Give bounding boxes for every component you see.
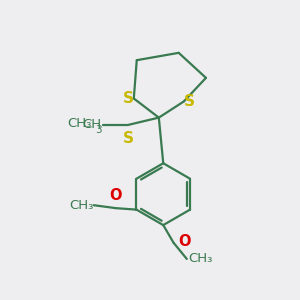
Text: CH₃: CH₃ <box>69 199 94 212</box>
Text: 3: 3 <box>95 125 101 135</box>
Text: CH₃: CH₃ <box>188 252 213 266</box>
Text: O: O <box>110 188 122 203</box>
Text: O: O <box>178 234 190 249</box>
Text: S: S <box>123 91 134 106</box>
Text: S: S <box>122 131 134 146</box>
Text: CH₃: CH₃ <box>67 117 92 130</box>
Text: CH: CH <box>82 118 101 131</box>
Text: S: S <box>184 94 195 109</box>
